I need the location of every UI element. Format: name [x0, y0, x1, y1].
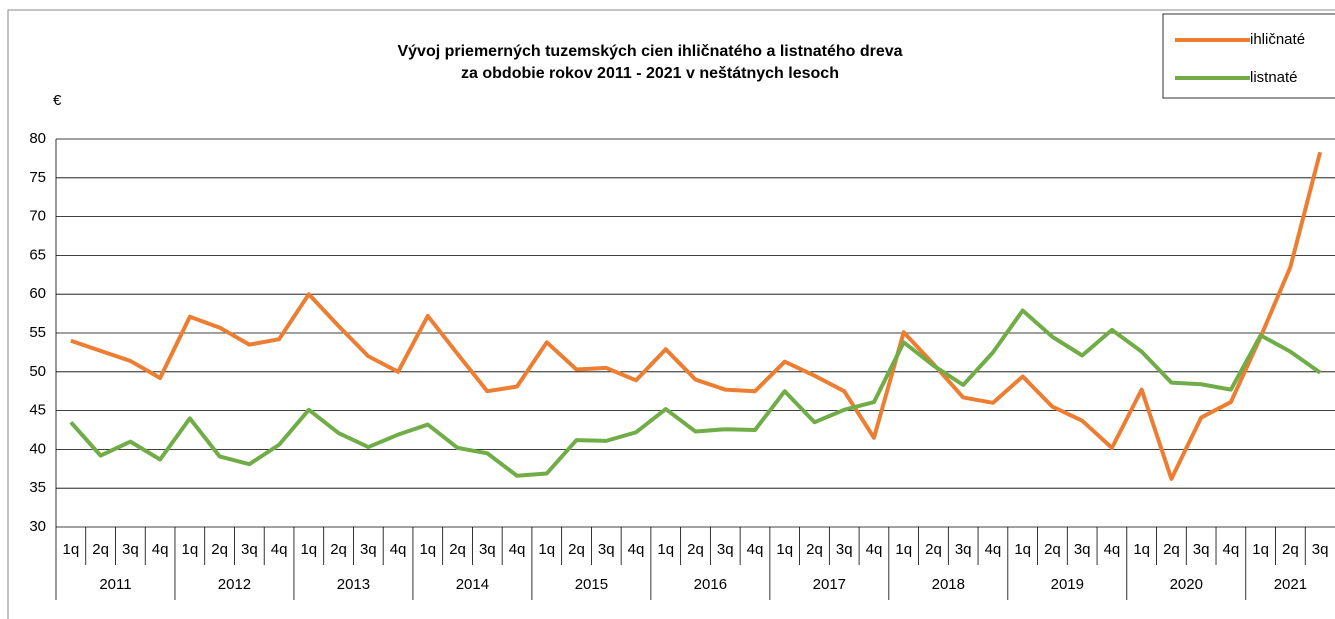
x-tick-label: 4q	[271, 541, 288, 558]
x-tick-label: 4q	[1223, 541, 1240, 558]
year-label: 2018	[932, 576, 965, 593]
year-label: 2012	[218, 576, 251, 593]
legend-label: listnaté	[1250, 69, 1298, 86]
x-tick-label: 4q	[985, 541, 1002, 558]
x-tick-label: 3q	[360, 541, 377, 558]
chart-title: za obdobie rokov 2011 - 2021 v neštátnyc…	[461, 65, 839, 82]
x-tick-label: 4q	[866, 541, 883, 558]
x-tick-label: 3q	[1312, 541, 1329, 558]
y-axis-label: €	[53, 92, 62, 109]
y-tick-label: 30	[29, 518, 46, 535]
x-tick-label: 1q	[895, 541, 912, 558]
x-tick-label: 3q	[836, 541, 853, 558]
chart-frame	[7, 9, 1335, 619]
x-tick-label: 2q	[92, 541, 109, 558]
x-tick-label: 3q	[122, 541, 139, 558]
y-tick-label: 65	[29, 246, 46, 263]
x-tick-label: 2q	[568, 541, 585, 558]
x-tick-label: 3q	[1193, 541, 1210, 558]
x-tick-label: 1q	[776, 541, 793, 558]
x-tick-label: 1q	[1252, 541, 1269, 558]
x-tick-label: 3q	[598, 541, 615, 558]
year-label: 2015	[575, 576, 608, 593]
x-tick-label: 1q	[63, 541, 80, 558]
x-tick-label: 1q	[538, 541, 555, 558]
x-tick-label: 1q	[1014, 541, 1031, 558]
year-label: 2014	[456, 576, 489, 593]
x-tick-label: 1q	[182, 541, 199, 558]
x-tick-label: 4q	[1104, 541, 1121, 558]
x-tick-label: 4q	[509, 541, 526, 558]
x-tick-label: 3q	[955, 541, 972, 558]
x-tick-label: 2q	[1282, 541, 1299, 558]
y-tick-label: 55	[29, 324, 46, 341]
x-tick-label: 3q	[479, 541, 496, 558]
x-tick-label: 2q	[687, 541, 704, 558]
year-label: 2021	[1274, 576, 1307, 593]
y-tick-label: 70	[29, 208, 46, 225]
x-tick-label: 4q	[152, 541, 169, 558]
x-tick-label: 1q	[300, 541, 317, 558]
year-label: 2017	[813, 576, 846, 593]
x-tick-label: 2q	[925, 541, 942, 558]
x-tick-label: 4q	[628, 541, 645, 558]
x-tick-label: 1q	[419, 541, 436, 558]
x-tick-label: 2q	[211, 541, 228, 558]
x-tick-label: 4q	[390, 541, 407, 558]
y-tick-label: 60	[29, 285, 46, 302]
y-tick-label: 50	[29, 363, 46, 380]
line-series	[70, 151, 1323, 481]
x-tick-label: 2q	[1163, 541, 1180, 558]
chart-title: Vývoj priemerných tuzemských cien ihličn…	[397, 43, 902, 60]
year-label: 2013	[337, 576, 370, 593]
x-tick-label: 2q	[330, 541, 347, 558]
x-tick-label: 2q	[1044, 541, 1061, 558]
y-tick-label: 80	[29, 130, 46, 147]
x-tick-label: 2q	[449, 541, 466, 558]
y-tick-label: 75	[29, 169, 46, 186]
y-tick-label: 40	[29, 440, 46, 457]
legend-label: ihličnaté	[1250, 31, 1305, 48]
x-tick-label: 1q	[657, 541, 674, 558]
x-tick-label: 4q	[747, 541, 764, 558]
x-tick-label: 3q	[717, 541, 734, 558]
x-tick-label: 2q	[806, 541, 823, 558]
year-label: 2020	[1170, 576, 1203, 593]
year-label: 2016	[694, 576, 727, 593]
x-tick-label: 1q	[1133, 541, 1150, 558]
x-tick-label: 3q	[241, 541, 258, 558]
y-tick-label: 35	[29, 479, 46, 496]
x-tick-label: 3q	[1074, 541, 1091, 558]
year-label: 2019	[1051, 576, 1084, 593]
legend	[1162, 13, 1335, 99]
y-tick-label: 45	[29, 402, 46, 419]
line-series	[69, 308, 1322, 478]
year-label: 2011	[99, 576, 131, 593]
